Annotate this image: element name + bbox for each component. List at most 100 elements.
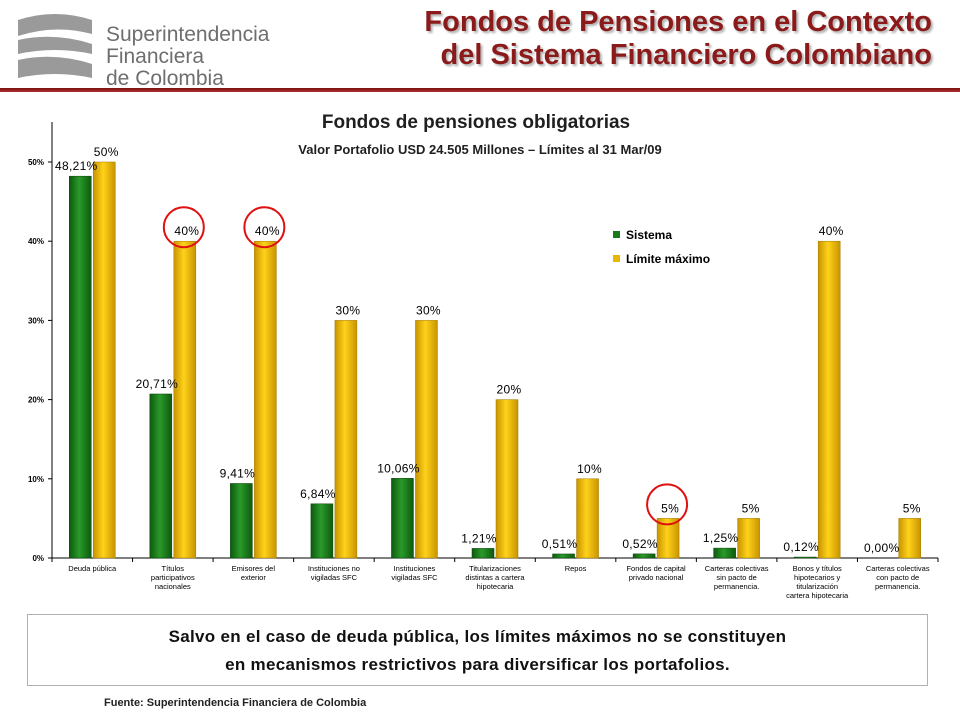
legend-label-limite: Límite máximo xyxy=(626,252,710,266)
logo-line-1: Superintendencia xyxy=(106,23,270,46)
x-tick-label: Bonos y títulos hipotecarios y titularizac… xyxy=(786,564,849,600)
bar-sistema xyxy=(713,547,736,559)
x-tick-label-line: Instituciones xyxy=(394,564,436,573)
x-tick-label-line: vigiladas SFC xyxy=(311,573,358,582)
data-label-limite: 30% xyxy=(335,303,360,317)
data-label-limite: 20% xyxy=(497,383,522,397)
y-tick-label: 20% xyxy=(28,396,44,405)
page-title: Fondos de Pensiones en el Contexto del S… xyxy=(424,6,932,72)
logo-line-2: Financiera xyxy=(106,45,205,68)
bar-chart: Fondos de pensiones obligatorias Valor P… xyxy=(28,112,939,600)
x-tick-label: Títulos participativos nacionales xyxy=(151,564,195,591)
data-label-sistema: 0,52% xyxy=(622,537,658,551)
x-tick-label-line: hipotecarios y xyxy=(794,573,841,582)
bar-sistema xyxy=(793,556,817,559)
x-tick-label-line: Carteras colectivas xyxy=(705,564,769,573)
bar-sistema xyxy=(310,503,334,559)
data-label-limite: 30% xyxy=(416,303,441,317)
bar-sistema xyxy=(149,393,173,559)
data-label-limite: 50% xyxy=(94,145,119,159)
x-tick-label-line: nacionales xyxy=(155,582,191,591)
source-note: Fuente: Superintendencia Financiera de C… xyxy=(104,697,367,709)
logo: Superintendencia Financiera de Colombia xyxy=(10,10,269,90)
note-line-2: en mecanismos restrictivos para diversif… xyxy=(225,655,730,674)
data-label-sistema: 0,12% xyxy=(783,540,819,554)
x-tick-label-line: Carteras colectivas xyxy=(866,564,930,573)
note-line-1: Salvo en el caso de deuda pública, los l… xyxy=(168,627,787,646)
chart-subtitle: Valor Portafolio USD 24.505 Millones – L… xyxy=(298,142,661,157)
x-tick-label-line: vigiladas SFC xyxy=(391,573,438,582)
title-divider xyxy=(0,88,960,92)
x-tick-label-line: Títulos xyxy=(162,564,185,573)
x-tick-label: Titularizaciones distintas a cartera hipot… xyxy=(465,564,525,591)
logo-text: Superintendencia Financiera de Colombia xyxy=(106,24,269,90)
chart-title: Fondos de pensiones obligatorias xyxy=(322,112,630,133)
x-tick-label: Deuda pública xyxy=(68,564,117,573)
x-tick-label-line: con pacto de xyxy=(876,573,919,582)
logo-mark-icon xyxy=(18,14,92,78)
highlight-circle xyxy=(646,483,689,526)
x-tick-label-line: Deuda pública xyxy=(68,564,117,573)
x-tick-label-line: Fondos de capital xyxy=(626,564,686,573)
bar-limite-maximo xyxy=(817,240,841,559)
data-label-sistema: 1,25% xyxy=(703,531,739,545)
data-label-limite: 10% xyxy=(577,462,602,476)
data-label-limite: 40% xyxy=(255,224,280,238)
bar-limite-maximo xyxy=(656,518,680,559)
data-label-sistema: 1,21% xyxy=(461,531,497,545)
x-tick-label: Repos xyxy=(565,564,587,573)
x-tick-label-line: participativos xyxy=(151,573,195,582)
data-label-sistema: 0,00% xyxy=(864,541,900,555)
bar-limite-maximo xyxy=(254,240,277,559)
data-label-sistema: 20,71% xyxy=(136,377,179,391)
x-tick-label-line: Emisores del xyxy=(232,564,276,573)
bar-limite-maximo xyxy=(173,240,197,559)
x-tick-label-line: Instituciones no xyxy=(308,564,360,573)
data-label-limite: 5% xyxy=(903,501,921,515)
bar-limite-maximo xyxy=(495,399,519,559)
data-label-sistema: 6,84% xyxy=(300,487,336,501)
x-tick-label: Instituciones no vigiladas SFC xyxy=(308,564,360,582)
bar-sistema xyxy=(471,548,495,559)
data-label-limite: 40% xyxy=(174,224,199,238)
bar-limite-maximo xyxy=(576,478,599,559)
y-tick-label: 40% xyxy=(28,237,44,246)
page-title-line-2: del Sistema Financiero Colombiano xyxy=(440,39,933,71)
data-label-limite: 40% xyxy=(819,224,844,238)
x-tick-label-line: Bonos y títulos xyxy=(793,564,842,573)
x-tick-label-line: titularización xyxy=(796,582,838,591)
data-label-sistema: 9,41% xyxy=(220,466,256,480)
x-tick-label: Carteras colectivas sin pacto de permanenc… xyxy=(705,564,769,591)
x-tick-label-line: Repos xyxy=(565,564,587,573)
x-tick-label-line: sin pacto de xyxy=(716,573,756,582)
x-tick-label: Emisores del exterior xyxy=(232,564,276,582)
x-tick-label-line: Titularizaciones xyxy=(469,564,521,573)
x-tick-label-line: privado nacional xyxy=(629,573,684,582)
x-tick-label: Carteras colectivas con pacto de permanenc… xyxy=(866,564,930,591)
x-tick-label: Fondos de capital privado nacional xyxy=(626,564,686,582)
page-title-line-1: Fondos de Pensiones en el Contexto xyxy=(424,6,932,38)
bar-sistema xyxy=(230,483,253,559)
highlight-circle xyxy=(162,206,205,249)
x-tick-label-line: cartera hipotecaria xyxy=(786,591,849,600)
y-tick-label: 30% xyxy=(28,316,44,325)
data-label-limite: 5% xyxy=(742,501,760,515)
note-box: Salvo en el caso de deuda pública, los l… xyxy=(27,614,928,686)
bar-sistema xyxy=(391,478,414,559)
bar-limite-maximo xyxy=(334,320,358,559)
bar-sistema xyxy=(632,553,656,559)
legend-swatch-sistema xyxy=(613,231,620,238)
bar-sistema xyxy=(69,175,92,559)
data-label-sistema: 10,06% xyxy=(377,461,420,475)
x-tick-label-line: hipotecaria xyxy=(477,582,515,591)
data-label-limite: 5% xyxy=(661,501,679,515)
data-label-sistema: 48,21% xyxy=(55,159,98,173)
bar-limite-maximo xyxy=(415,320,438,559)
y-tick-label: 50% xyxy=(28,158,44,167)
highlight-circle xyxy=(243,206,286,249)
logo-line-3: de Colombia xyxy=(106,67,224,90)
x-tick-label: Instituciones vigiladas SFC xyxy=(391,564,438,582)
bar-limite-maximo xyxy=(737,518,760,559)
x-tick-label-line: distintas a cartera xyxy=(465,573,525,582)
bar-sistema xyxy=(552,553,575,559)
